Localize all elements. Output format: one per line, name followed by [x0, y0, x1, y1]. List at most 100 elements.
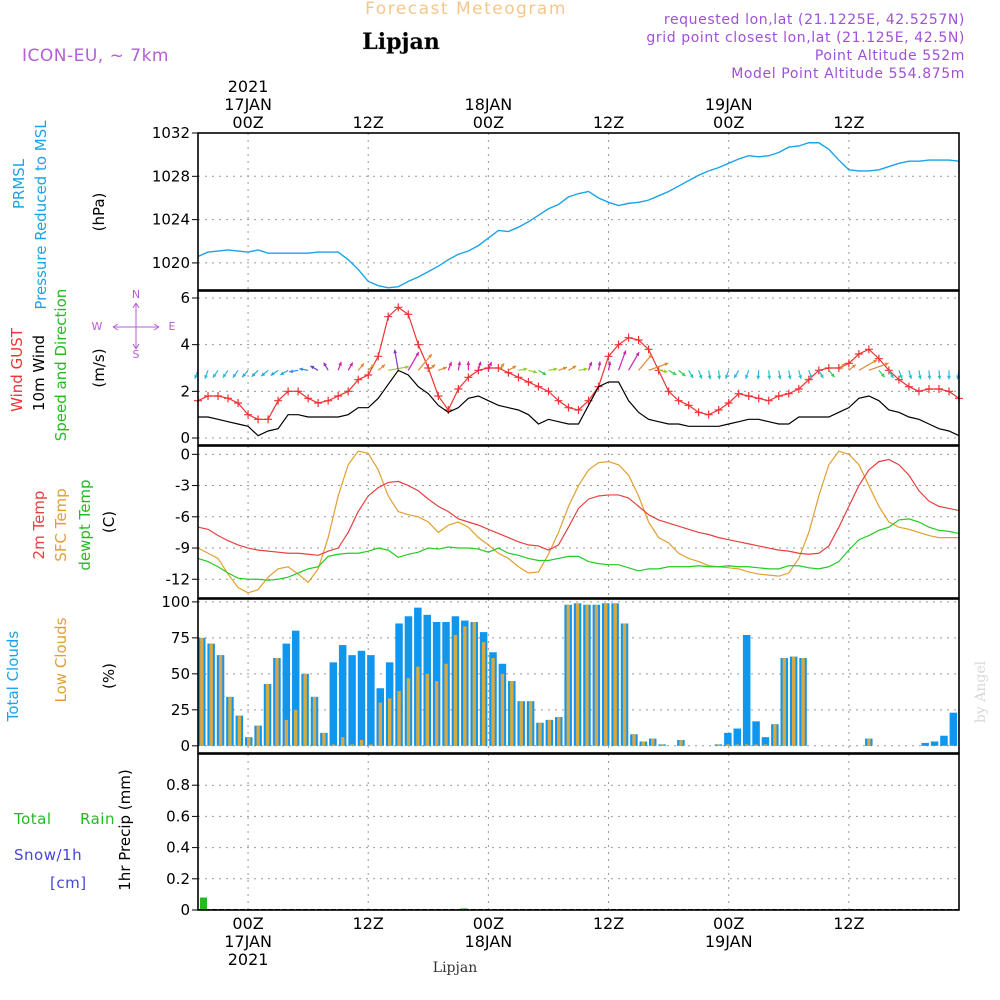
time-label-bottom: 17JAN — [224, 932, 272, 951]
gust-marker — [404, 310, 413, 319]
low-cloud-bar — [641, 741, 646, 746]
y-tick-label: 0 — [180, 445, 190, 463]
wind-arrow-head — [466, 361, 471, 365]
gust-marker — [264, 415, 273, 424]
total-cloud-bar — [395, 623, 403, 746]
gust-marker — [814, 366, 823, 375]
gust-marker — [724, 399, 733, 407]
time-label-top: 18JAN — [465, 95, 513, 114]
wind-arrow-head — [588, 361, 593, 366]
wind-arrow-head — [512, 365, 517, 370]
t2m-line — [197, 458, 960, 556]
wind-arrow-head — [808, 374, 813, 379]
y-tick-label: 1024 — [152, 211, 190, 229]
gust-marker — [294, 387, 303, 396]
gust-marker — [384, 312, 393, 321]
time-label-bottom: 00Z — [473, 914, 504, 933]
wind-arrow-head — [717, 375, 722, 380]
wind-arrow-head — [798, 375, 803, 380]
low-cloud-bar — [566, 604, 570, 746]
gust-marker — [564, 403, 573, 412]
precip-legend-total: Total — [13, 810, 52, 828]
low-cloud-bar — [472, 622, 476, 746]
wind-arrow-head — [851, 364, 856, 369]
low-cloud-bar — [510, 681, 514, 746]
y-tick-label: -6 — [175, 508, 190, 526]
footer-location: Lipjan — [433, 960, 477, 976]
gust-marker — [604, 352, 613, 361]
wind-arrow-head — [323, 362, 328, 367]
wind-arrow-head — [725, 374, 729, 379]
gust-marker — [904, 382, 913, 391]
total-cloud-bar — [367, 655, 375, 746]
y-tick-label: 0 — [180, 901, 190, 919]
total-clouds-label: Total Clouds — [4, 631, 22, 723]
gust-marker — [344, 387, 353, 396]
pressure-line — [197, 142, 960, 289]
gust-marker — [744, 392, 753, 400]
low-cloud-bar — [303, 673, 307, 746]
wind-arrow-head — [523, 367, 528, 372]
wind-arrow-head — [542, 371, 547, 375]
panel-frame — [197, 753, 960, 911]
wind-arrow-head — [194, 374, 198, 379]
low-clouds-label: Low Clouds — [52, 617, 70, 702]
wind-arrow-head — [299, 367, 304, 372]
low-cloud-bar — [557, 717, 561, 746]
gust-marker — [894, 375, 903, 384]
gust-marker — [874, 354, 883, 363]
wind-arrow-head — [664, 362, 669, 367]
low-cloud-bar — [632, 734, 636, 746]
gust-marker — [854, 350, 863, 358]
low-cloud-bar — [284, 719, 289, 746]
low-cloud-bar — [247, 737, 251, 746]
gust-marker — [454, 385, 463, 393]
compass-s: S — [133, 348, 140, 361]
wind-arrow-head — [840, 363, 845, 368]
total-cloud-bar — [291, 630, 300, 746]
y-tick-label: 1020 — [152, 254, 190, 272]
gust-marker — [884, 366, 893, 375]
gust-marker — [774, 392, 783, 400]
wind-arrow-head — [689, 374, 694, 379]
wind-arrow-head — [947, 375, 951, 380]
gust-marker — [544, 387, 553, 396]
gust-marker — [364, 371, 373, 379]
wind-arrow-head — [500, 363, 505, 368]
wind-arrow-head — [648, 354, 653, 359]
total-cloud-bar — [282, 643, 291, 746]
total-cloud-bar — [949, 712, 958, 746]
wind-arrow-head — [553, 367, 558, 372]
low-cloud-bar — [434, 681, 439, 746]
low-cloud-bar — [754, 744, 758, 746]
low-cloud-bar — [575, 603, 580, 746]
low-cloud-bar — [651, 738, 655, 746]
low-cloud-bar — [256, 725, 260, 746]
wind-label: 10m Wind — [30, 335, 48, 411]
low-cloud-bar — [388, 698, 392, 746]
top-title: Forecast Meteogram — [365, 0, 567, 19]
gust-marker — [924, 385, 933, 393]
gust-marker — [434, 392, 443, 400]
total-cloud-bar — [940, 735, 948, 746]
y-tick-label: 25 — [171, 701, 190, 719]
total-cloud-bar — [742, 634, 751, 746]
wind-arrow-head — [583, 367, 588, 372]
low-cloud-bar — [585, 604, 589, 746]
precip-bar — [200, 897, 208, 910]
low-cloud-bar — [444, 663, 448, 746]
low-cloud-bar — [228, 696, 232, 746]
wind-arrow-head — [222, 373, 227, 378]
gust-marker — [804, 375, 813, 384]
wind-arrow-head — [393, 349, 398, 354]
gust-marker — [944, 387, 953, 396]
y-tick-label: 50 — [171, 665, 190, 683]
time-label-top: 17JAN — [224, 95, 272, 114]
wind-arrow-head — [370, 363, 375, 368]
time-label-bottom: 00Z — [232, 914, 263, 933]
time-label-bottom: 2021 — [228, 950, 269, 969]
low-cloud-bar — [491, 658, 495, 746]
low-cloud-bar — [425, 673, 429, 746]
wind-arrow-head — [261, 372, 266, 377]
temp-unit: (C) — [100, 511, 118, 533]
